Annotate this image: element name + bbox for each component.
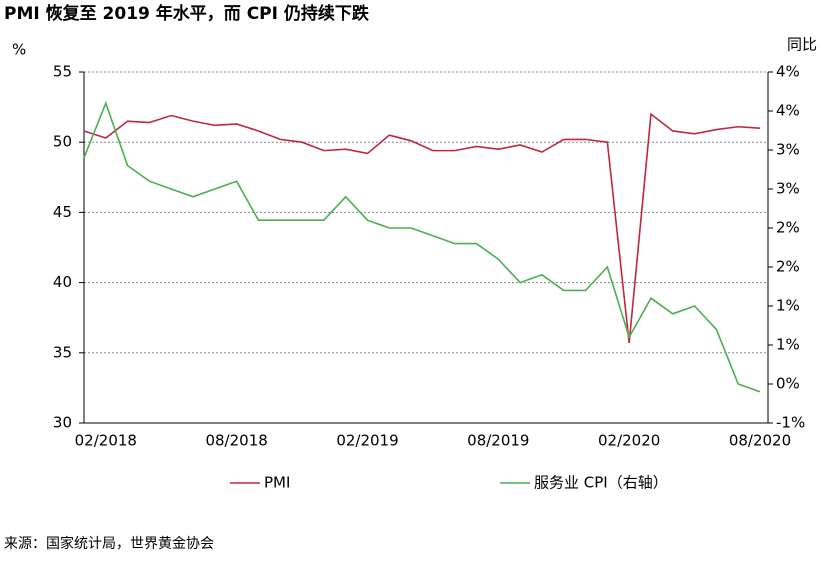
x-tick-label: 02/2018 [75,432,137,450]
y-tick-label: 30 [53,414,72,432]
x-tick-label: 02/2019 [336,432,398,450]
x-tick-label: 08/2020 [729,432,791,450]
y2-tick-label: 3% [776,141,800,159]
x-tick-label: 02/2020 [598,432,660,450]
y-tick-label: 45 [53,203,72,221]
x-tick-label: 08/2019 [467,432,529,450]
y2-tick-label: 3% [776,180,800,198]
y2-tick-label: 0% [776,375,800,393]
y2-tick-label: -1% [776,414,805,432]
y-tick-label: 40 [53,273,72,291]
y2-tick-label: 1% [776,336,800,354]
y2-tick-label: 2% [776,258,800,276]
y2-tick-label: 4% [776,102,800,120]
y-tick-label: 55 [53,63,72,81]
series-line [83,100,761,393]
y2-tick-label: 4% [776,63,800,81]
x-tick-label: 08/2018 [205,432,267,450]
y-tick-label: 50 [53,133,72,151]
y-axis-label: % [12,41,26,59]
series-line [83,112,761,344]
chart-title: PMI 恢复至 2019 年水平，而 CPI 仍持续下跌 [4,3,370,24]
y2-tick-label: 1% [776,297,800,315]
legend-label: PMI [264,474,290,492]
source-note: 来源：国家统计局，世界黄金协会 [4,535,214,552]
legend-label: 服务业 CPI（右轴） [534,474,668,492]
y-tick-label: 35 [53,343,72,361]
y2-tick-label: 2% [776,219,800,237]
y2-axis-label: 同比 [787,36,817,54]
